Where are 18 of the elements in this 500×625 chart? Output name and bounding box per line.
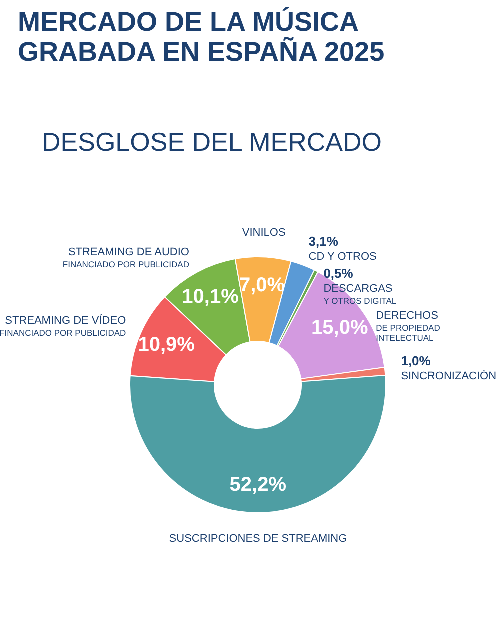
category-label: DESCARGAS Y OTROS DIGITAL	[324, 282, 397, 306]
category-label: DERECHOS DE PROPIEDAD INTELECTUAL	[376, 310, 440, 343]
chart-subtitle: DESGLOSE DEL MERCADO	[42, 127, 382, 157]
data-label: 7,0%	[239, 274, 286, 296]
data-label: 10,9%	[138, 334, 196, 356]
data-label: 15,0%	[312, 316, 368, 339]
slice-label: SUSCRIPCIONES DE STREAMING	[169, 533, 348, 545]
data-label: 3,1%	[308, 234, 339, 249]
category-label: STREAMING DE VÍDEO FINANCIADO POR PUBLICIDAD	[0, 315, 126, 338]
slice-label: VINILOS	[242, 227, 286, 240]
data-label: 52,2%	[230, 474, 287, 496]
slice-label: CD Y OTROS	[308, 250, 377, 263]
slice-label: SINCRONIZACIÓN	[401, 369, 497, 382]
data-label: 10,1%	[182, 286, 240, 308]
chart-title: MERCADO DE LA MÚSICA GRABADA EN ESPAÑA 2025	[18, 7, 385, 67]
data-label: 0,5%	[324, 266, 354, 281]
data-label: 1,0%	[401, 353, 432, 368]
category-label: STREAMING DE AUDIO FINANCIADO POR PUBLICIDAD	[62, 246, 190, 270]
